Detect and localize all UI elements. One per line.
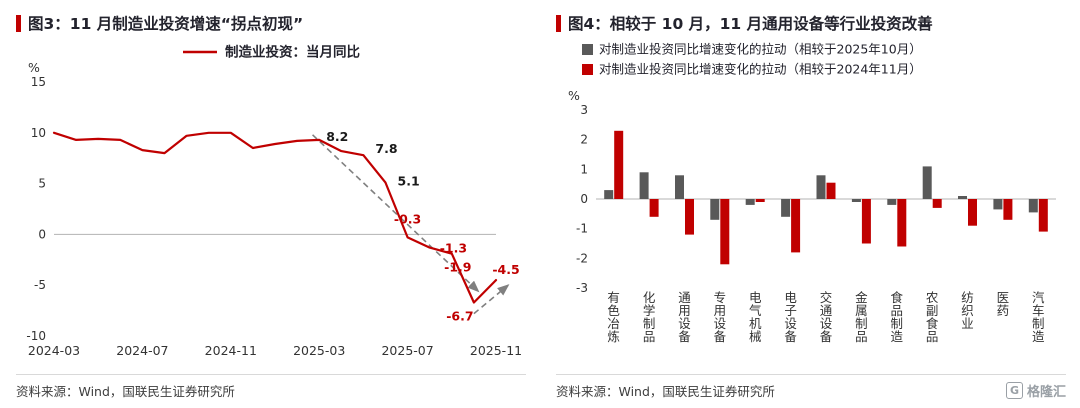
svg-text:3: 3: [580, 103, 588, 117]
svg-text:制造业投资：当月同比: 制造业投资：当月同比: [225, 44, 360, 61]
fig4-title-accent-bar: [556, 14, 561, 32]
svg-text:-6.7: -6.7: [446, 308, 473, 323]
fig3-panel: 图3：11 月制造业投资增速“拐点初现” 制造业投资：当月同比% -10 -5 0 5 1…: [16, 10, 526, 402]
svg-text:-1: -1: [576, 222, 588, 236]
svg-text:1: 1: [580, 162, 588, 176]
fig3-source-row: 资料来源：Wind，国联民生证券研究所: [16, 374, 526, 402]
svg-text:0: 0: [580, 192, 588, 206]
svg-text:通用设备: 通用设备: [678, 290, 691, 344]
fig4-title-row: 图4：相较于 10 月，11 月通用设备等行业投资改善: [556, 10, 1066, 36]
svg-text:-2: -2: [576, 251, 588, 265]
svg-text:2025-07: 2025-07: [381, 343, 433, 358]
svg-text:对制造业投资同比增速变化的拉动（相较于2025年10月）: 对制造业投资同比增速变化的拉动（相较于2025年10月）: [599, 42, 922, 57]
svg-text:-1.3: -1.3: [440, 241, 467, 256]
svg-text:8.2: 8.2: [326, 129, 348, 144]
svg-text:15: 15: [31, 75, 46, 89]
fig4-title: 图4：相较于 10 月，11 月通用设备等行业投资改善: [568, 15, 933, 33]
svg-text:-4.5: -4.5: [492, 262, 519, 277]
fig4-source-row: 资料来源：Wind，国联民生证券研究所 G 格隆汇: [556, 374, 1066, 402]
svg-text:-0.3: -0.3: [394, 211, 421, 226]
svg-text:2: 2: [580, 133, 588, 147]
svg-text:-10: -10: [26, 329, 46, 343]
fig4-source: 资料来源：Wind，国联民生证券研究所: [556, 384, 775, 399]
gelonghui-logo: G 格隆汇: [1005, 381, 1066, 400]
svg-text:专用设备: 专用设备: [714, 290, 727, 344]
svg-text:0: 0: [38, 227, 46, 241]
fig3-line-chart: 制造业投资：当月同比% -10 -5 0 5 10 15 2024-03 2024-07 2024…: [26, 44, 522, 359]
svg-text:7.8: 7.8: [375, 141, 397, 156]
svg-text:5: 5: [38, 177, 46, 191]
fig4-bar-chart: 对制造业投资同比增速变化的拉动（相较于2025年10月） 对制造业投资同比增速变化…: [568, 42, 1056, 344]
svg-text:%: %: [28, 60, 40, 75]
svg-text:化学制品: 化学制品: [643, 290, 656, 344]
svg-text:有色冶炼: 有色冶炼: [607, 290, 620, 344]
svg-text:10: 10: [31, 126, 46, 140]
fig3-title-row: 图3：11 月制造业投资增速“拐点初现”: [16, 10, 526, 36]
fig3-chart-area: 制造业投资：当月同比% -10 -5 0 5 10 15 2024-03 2024-07 2024…: [16, 36, 526, 374]
fig3-title-accent-bar: [16, 14, 21, 32]
svg-text:2024-03: 2024-03: [28, 343, 80, 358]
fig4-panel: 图4：相较于 10 月，11 月通用设备等行业投资改善 对制造业投资同比增速变化…: [540, 0, 1080, 408]
svg-text:-3: -3: [576, 281, 588, 295]
svg-text:-5: -5: [34, 278, 46, 292]
fig3-source: 资料来源：Wind，国联民生证券研究所: [16, 384, 235, 399]
fig3-title: 图3：11 月制造业投资增速“拐点初现”: [28, 15, 304, 33]
svg-text:2024-11: 2024-11: [205, 343, 257, 358]
svg-text:-1.9: -1.9: [444, 260, 471, 275]
svg-text:交通设备: 交通设备: [820, 290, 833, 344]
svg-text:2024-07: 2024-07: [116, 343, 168, 358]
fig4-chart-area: 对制造业投资同比增速变化的拉动（相较于2025年10月） 对制造业投资同比增速变化…: [556, 36, 1066, 374]
svg-text:电子设备: 电子设备: [784, 290, 797, 344]
svg-text:食品制造: 食品制造: [891, 290, 904, 344]
svg-text:医药: 医药: [997, 290, 1010, 318]
gelonghui-logo-icon: G: [1005, 382, 1023, 399]
svg-text:对制造业投资同比增速变化的拉动（相较于2024年11月）: 对制造业投资同比增速变化的拉动（相较于2024年11月）: [599, 62, 922, 77]
svg-text:2025-03: 2025-03: [293, 343, 345, 358]
svg-text:电气机械: 电气机械: [749, 290, 762, 344]
svg-text:2025-11: 2025-11: [470, 343, 522, 358]
svg-text:金属制品: 金属制品: [855, 290, 868, 344]
svg-text:农副食品: 农副食品: [926, 290, 939, 344]
svg-text:5.1: 5.1: [398, 174, 420, 189]
svg-text:纺织业: 纺织业: [961, 290, 974, 331]
gelonghui-logo-text: 格隆汇: [1026, 385, 1066, 400]
svg-text:%: %: [568, 88, 580, 103]
svg-text:汽车制造: 汽车制造: [1032, 290, 1045, 344]
